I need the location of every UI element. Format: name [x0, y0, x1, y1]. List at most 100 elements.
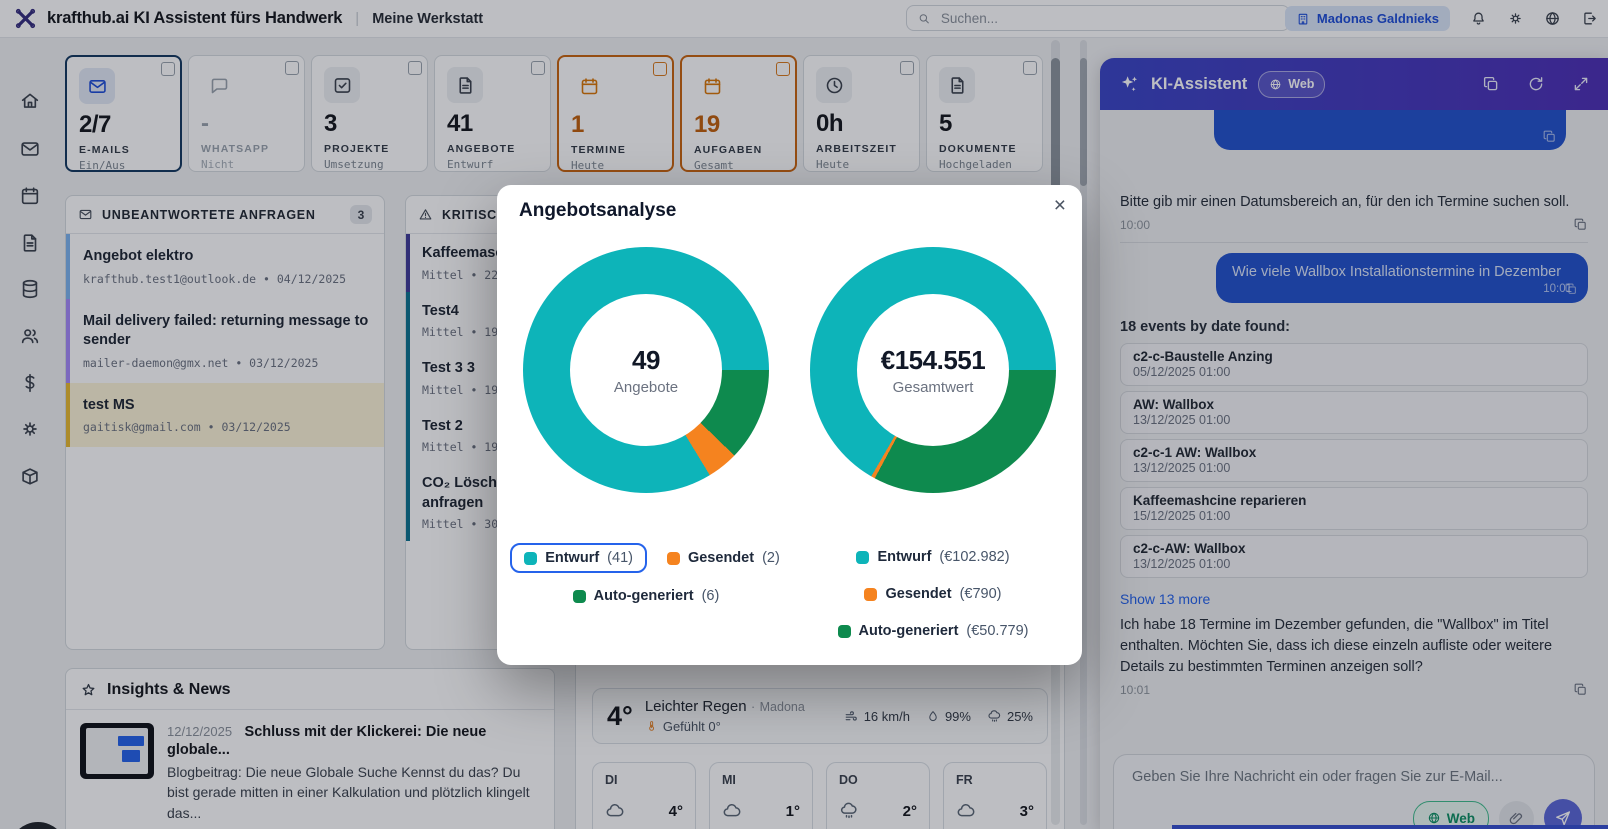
- legend-item-entwurf[interactable]: Entwurf (€102.982): [854, 543, 1011, 571]
- pin-checkbox[interactable]: [1023, 61, 1037, 75]
- pin-checkbox[interactable]: [161, 62, 175, 76]
- legend-item-entwurf-selected[interactable]: Entwurf (41): [510, 543, 647, 573]
- stat-card-aufgaben[interactable]: 19 AUFGABEN Gesamt: [680, 55, 797, 172]
- show-more-link[interactable]: Show 13 more: [1120, 591, 1211, 608]
- web-mode-badge[interactable]: Web: [1258, 70, 1326, 98]
- event-date: 13/12/2025 01:00: [1133, 557, 1231, 572]
- legend-value: Entwurf (€102.982) Gesendet (€790) Auto-…: [810, 543, 1056, 645]
- stat-label: ARBEITSZEIT: [816, 143, 897, 155]
- weather-condition: Leichter Regen: [644, 698, 747, 715]
- events-header: 18 events by date found:: [1120, 319, 1291, 336]
- event-title: c2-c-1 AW: Wallbox: [1133, 445, 1257, 461]
- panel-unanswered-requests: UNBEANTWORTETE ANFRAGEN 3 Angebot elektr…: [65, 195, 385, 650]
- news-item[interactable]: 12/12/2025 Schluss mit der Klickerei: Di…: [66, 710, 554, 823]
- donut-chart-value[interactable]: €154.551 Gesamtwert: [810, 247, 1056, 493]
- web-button-label: Web: [1446, 810, 1475, 826]
- assistant-message: Bitte gib mir einen Datumsbereich an, fü…: [1100, 192, 1608, 232]
- pin-checkbox[interactable]: [900, 61, 914, 75]
- legend-value: (41): [607, 550, 633, 566]
- chat-input-container[interactable]: Web: [1113, 754, 1595, 829]
- stat-card-dokumente[interactable]: 5 DOKUMENTE Hochgeladen: [926, 55, 1043, 172]
- legend-label: Gesendet: [885, 586, 952, 602]
- event-card[interactable]: c2-c-AW: Wallbox 13/12/2025 01:00: [1120, 535, 1588, 579]
- top-header: krafthub.ai KI Assistent fürs Handwerk |…: [0, 0, 1608, 38]
- legend-dot: [864, 587, 878, 601]
- critical-item[interactable]: CO₂ Löschan anfragen Mittel • 30: [406, 464, 964, 542]
- pin-checkbox[interactable]: [531, 61, 545, 75]
- legend-value: (€50.779): [966, 623, 1029, 639]
- event-date: 13/12/2025 01:00: [1133, 413, 1231, 428]
- stat-card-projekte[interactable]: 3 PROJEKTE Umsetzung: [311, 55, 428, 172]
- floating-action-button[interactable]: [9, 822, 67, 829]
- chat-input[interactable]: [1130, 768, 1582, 786]
- page-scrollbar-thumb[interactable]: [1080, 58, 1087, 186]
- legend-item-auto-generiert[interactable]: Auto-generiert (€50.779): [836, 617, 1031, 645]
- critical-item[interactable]: Test 2 Mittel • 19: [406, 406, 964, 465]
- global-search[interactable]: [906, 5, 1290, 31]
- stat-card-angebote[interactable]: 41 ANGEBOTE Entwurf: [434, 55, 551, 172]
- critical-item[interactable]: Test 3 3 Mittel • 19: [406, 349, 964, 407]
- weather-wind: 16 km/h: [863, 708, 910, 724]
- request-meta: mailer-daemon@gmx.net • 03/12/2025: [83, 355, 319, 370]
- send-button[interactable]: [1544, 799, 1582, 829]
- legend-label: Gesendet: [687, 550, 755, 566]
- legend-label: Auto-generiert: [858, 623, 959, 639]
- forecast-card: FR 3°: [943, 762, 1047, 829]
- stat-value: 2/7: [79, 111, 111, 138]
- legend-dot: [524, 551, 538, 565]
- forecast-card: DO 2°: [826, 762, 930, 829]
- nav-meine-werkstatt[interactable]: Meine Werkstatt: [372, 10, 484, 27]
- panel-title: UNBEANTWORTETE ANFRAGEN: [102, 207, 316, 222]
- request-item[interactable]: Angebot elektro krafthub.test1@outlook.d…: [66, 234, 384, 299]
- forecast-temp: 3°: [1019, 802, 1034, 820]
- stat-card-termine[interactable]: 1 TERMINE Heute: [557, 55, 674, 172]
- user-account-button[interactable]: Madonas Galdnieks: [1284, 6, 1450, 31]
- brand[interactable]: krafthub.ai KI Assistent fürs Handwerk: [14, 7, 342, 30]
- pin-checkbox[interactable]: [285, 61, 299, 75]
- search-input[interactable]: [938, 9, 1279, 27]
- pin-checkbox[interactable]: [408, 61, 422, 75]
- pin-checkbox[interactable]: [653, 62, 667, 76]
- legend-item-auto-generiert[interactable]: Auto-generiert (6): [571, 582, 722, 610]
- app-title: krafthub.ai KI Assistent fürs Handwerk: [47, 9, 343, 27]
- assistant-header: KI-Assistent Web: [1100, 58, 1608, 110]
- assistant-title: KI-Assistent: [1151, 74, 1248, 93]
- close-icon[interactable]: ×: [1053, 194, 1066, 217]
- event-card[interactable]: c2-c-Baustelle Anzing 05/12/2025 01:00: [1120, 343, 1588, 387]
- stat-label: DOKUMENTE: [939, 143, 1017, 155]
- event-title: c2-c-Baustelle Anzing: [1133, 349, 1273, 365]
- event-card[interactable]: Kaffeemashcine reparieren 15/12/2025 01:…: [1120, 487, 1588, 531]
- stat-label: AUFGABEN: [694, 144, 763, 156]
- stat-card-emails[interactable]: 2/7 E-MAILS Ein/Aus: [65, 55, 182, 172]
- request-item[interactable]: Mail delivery failed: returning message …: [66, 298, 384, 383]
- legend-value: (2): [762, 550, 780, 566]
- legend-item-gesendet[interactable]: Gesendet (€790): [862, 580, 1003, 608]
- header-actions: Madonas Galdnieks: [1284, 0, 1598, 37]
- event-card[interactable]: AW: Wallbox 13/12/2025 01:00: [1120, 391, 1588, 435]
- donut-chart-count[interactable]: 49 Angebote: [523, 247, 769, 493]
- attach-file-button[interactable]: [1499, 800, 1534, 829]
- request-title: test MS: [83, 396, 135, 413]
- stat-card-arbeitszeit[interactable]: 0h ARBEITSZEIT Heute: [803, 55, 920, 172]
- page-scrollbar-track[interactable]: [1080, 40, 1087, 825]
- pin-checkbox[interactable]: [776, 62, 790, 76]
- forecast-day: MI: [722, 773, 736, 787]
- event-card[interactable]: c2-c-1 AW: Wallbox 13/12/2025 01:00: [1120, 439, 1588, 483]
- panel-title: KRITISCH: [442, 207, 507, 222]
- weather-humidity: 99%: [944, 708, 971, 724]
- legend-item-gesendet[interactable]: Gesendet (2): [665, 544, 782, 572]
- critical-item[interactable]: Kaffeemasc Mittel • 22: [406, 234, 964, 292]
- message-time: 10:00: [1120, 217, 1151, 232]
- modal-title: Angebotsanalyse: [519, 200, 677, 221]
- request-title: Angebot elektro: [83, 248, 194, 264]
- stat-card-whatsapp[interactable]: - WHATSAPP Nicht: [188, 55, 305, 172]
- ki-assistant-panel: KI-Assistent Web Bitte gib mir einen Dat…: [1100, 58, 1608, 829]
- stat-value: -: [201, 110, 209, 137]
- critical-item[interactable]: Test4 Mittel • 19: [406, 291, 964, 350]
- request-item[interactable]: test MS gaitisk@gmail.com • 03/12/2025: [66, 382, 384, 448]
- legend-value: (€790): [959, 586, 1002, 602]
- chat-bubble-partial: [1214, 110, 1566, 150]
- web-toggle-button[interactable]: Web: [1412, 800, 1489, 829]
- stat-sublabel: Gesamt: [694, 159, 734, 172]
- event-title: Kaffeemashcine reparieren: [1133, 493, 1307, 509]
